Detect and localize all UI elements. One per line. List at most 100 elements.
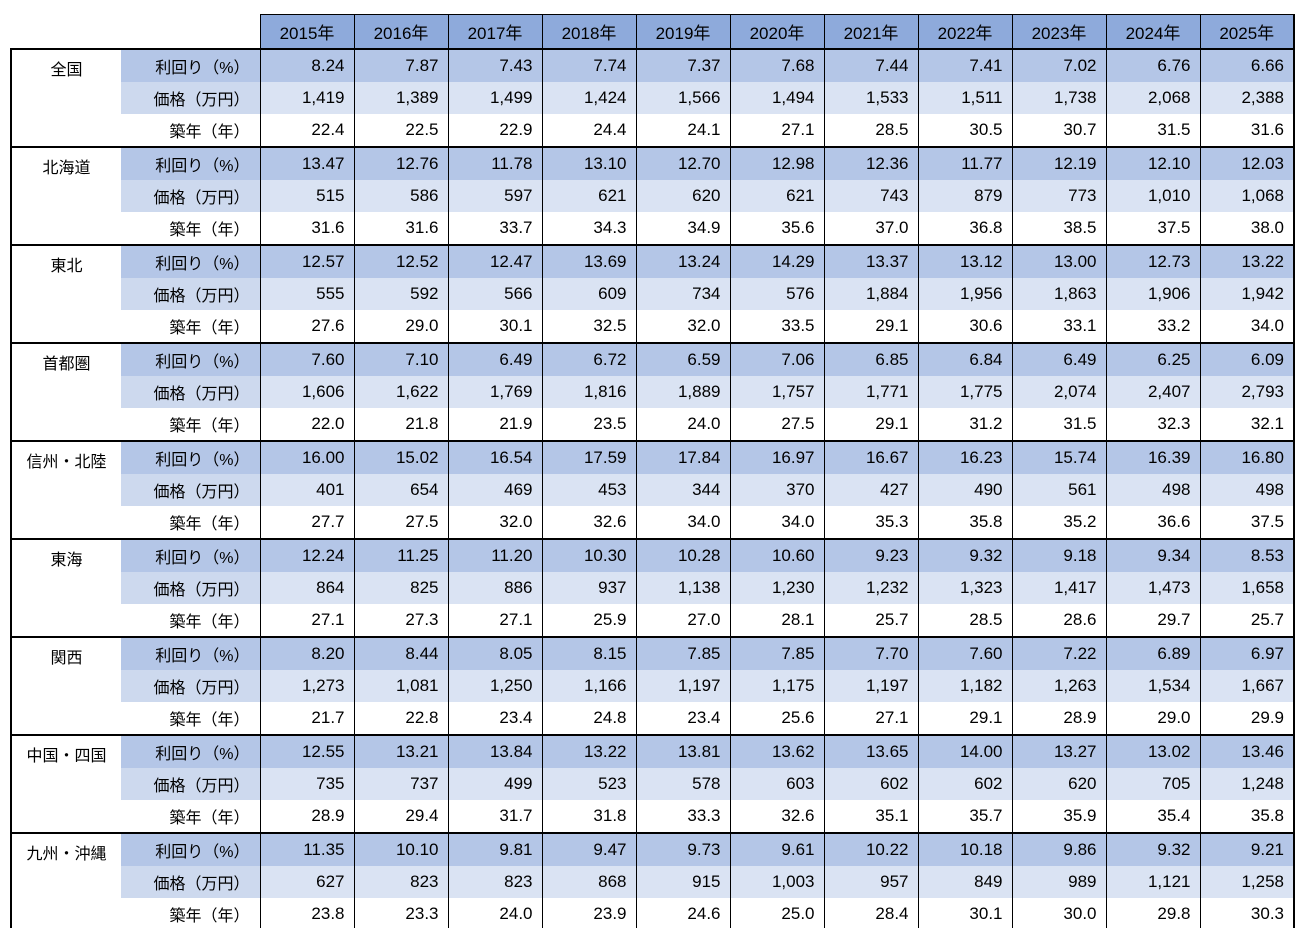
age-cell: 27.5 xyxy=(353,506,449,539)
age-cell: 30.1 xyxy=(917,898,1013,928)
yield-cell: 6.09 xyxy=(1199,343,1295,376)
yield-cell: 13.12 xyxy=(917,245,1013,278)
yield-cell: 13.22 xyxy=(1199,245,1295,278)
price-cell: 621 xyxy=(729,180,825,212)
yield-cell: 9.32 xyxy=(917,539,1013,572)
age-cell: 31.8 xyxy=(541,800,637,833)
age-cell: 28.6 xyxy=(1011,604,1107,637)
yield-row: 関西 利回り（%） 8.20 8.44 8.05 8.15 7.85 7.85 7.70 7.60… xyxy=(10,637,1295,735)
age-cell: 35.9 xyxy=(1011,800,1107,833)
price-row: 価格（万円） 1,419 1,389 1,499 1,424 1,566 1,494 1,53… xyxy=(11,82,1295,114)
age-cell: 29.7 xyxy=(1105,604,1201,637)
yield-cell: 13.84 xyxy=(447,735,543,768)
price-cell: 1,884 xyxy=(823,278,919,310)
yield-cell: 7.85 xyxy=(729,637,825,670)
price-cell: 1,323 xyxy=(917,572,1013,604)
metric-label-yield: 利回り（%） xyxy=(121,637,260,670)
age-cell: 21.9 xyxy=(447,408,543,441)
region-name: 北海道 xyxy=(10,147,121,245)
yield-cell: 13.00 xyxy=(1011,245,1107,278)
price-cell: 592 xyxy=(353,278,449,310)
yield-cell: 10.30 xyxy=(541,539,637,572)
yield-cell: 12.70 xyxy=(635,147,731,180)
age-row: 築年（年） 27.1 27.3 27.1 25.9 27.0 28.1 25.7 28.5 28.… xyxy=(11,604,1295,637)
age-cell: 32.3 xyxy=(1105,408,1201,441)
region-name: 首都圏 xyxy=(10,343,121,441)
age-cell: 35.2 xyxy=(1011,506,1107,539)
price-cell: 1,250 xyxy=(447,670,543,702)
yield-cell: 6.25 xyxy=(1105,343,1201,376)
age-cell: 24.0 xyxy=(635,408,731,441)
yield-cell: 6.59 xyxy=(635,343,731,376)
yield-cell: 8.44 xyxy=(353,637,449,670)
price-cell: 1,081 xyxy=(353,670,449,702)
metric-label-age: 築年（年） xyxy=(121,506,260,539)
price-cell: 1,003 xyxy=(729,866,825,898)
age-cell: 32.6 xyxy=(541,506,637,539)
yield-cell: 10.10 xyxy=(353,833,449,866)
region-block: 東海 利回り（%） 12.24 11.25 11.20 10.30 10.28 10.60 9.… xyxy=(10,539,1295,637)
yield-cell: 12.10 xyxy=(1105,147,1201,180)
price-cell: 427 xyxy=(823,474,919,506)
age-cell: 22.0 xyxy=(259,408,355,441)
price-cell: 602 xyxy=(917,768,1013,800)
yield-cell: 10.18 xyxy=(917,833,1013,866)
metric-label-age: 築年（年） xyxy=(121,898,260,928)
price-cell: 1,138 xyxy=(635,572,731,604)
yield-cell: 6.49 xyxy=(447,343,543,376)
yield-cell: 7.87 xyxy=(353,49,449,82)
yield-cell: 13.62 xyxy=(729,735,825,768)
age-cell: 21.8 xyxy=(353,408,449,441)
yield-cell: 7.06 xyxy=(729,343,825,376)
yield-cell: 7.02 xyxy=(1011,49,1107,82)
price-cell: 498 xyxy=(1105,474,1201,506)
age-cell: 23.4 xyxy=(635,702,731,735)
price-cell: 1,273 xyxy=(259,670,355,702)
yield-cell: 11.20 xyxy=(447,539,543,572)
yield-cell: 12.47 xyxy=(447,245,543,278)
region-block: 中国・四国 利回り（%） 12.55 13.21 13.84 13.22 13.81 13.6… xyxy=(10,735,1295,833)
age-cell: 32.5 xyxy=(541,310,637,343)
age-row: 築年（年） 27.7 27.5 32.0 32.6 34.0 34.0 35.3 35.8 35.… xyxy=(11,506,1295,539)
price-cell: 561 xyxy=(1011,474,1107,506)
price-cell: 2,074 xyxy=(1011,376,1107,408)
metric-label-price: 価格（万円） xyxy=(121,474,260,506)
price-cell: 576 xyxy=(729,278,825,310)
age-cell: 27.1 xyxy=(259,604,355,637)
metric-label-yield: 利回り（%） xyxy=(121,343,260,376)
price-cell: 886 xyxy=(447,572,543,604)
age-cell: 36.8 xyxy=(917,212,1013,245)
age-row: 築年（年） 27.6 29.0 30.1 32.5 32.0 33.5 29.1 30.6 33.… xyxy=(11,310,1295,343)
age-row: 築年（年） 22.0 21.8 21.9 23.5 24.0 27.5 29.1 31.2 31.… xyxy=(11,408,1295,441)
price-cell: 602 xyxy=(823,768,919,800)
price-cell: 868 xyxy=(541,866,637,898)
region-block: 首都圏 利回り（%） 7.60 7.10 6.49 6.72 6.59 7.06 6.85 6.8… xyxy=(10,343,1295,441)
year-header: 2018年 xyxy=(541,14,637,50)
yield-row: 東北 利回り（%） 12.57 12.52 12.47 13.69 13.24 14.29 13… xyxy=(10,245,1295,343)
metric-label-age: 築年（年） xyxy=(121,604,260,637)
age-cell: 33.5 xyxy=(729,310,825,343)
age-cell: 23.8 xyxy=(259,898,355,928)
age-cell: 25.0 xyxy=(729,898,825,928)
price-cell: 1,417 xyxy=(1011,572,1107,604)
age-cell: 27.6 xyxy=(259,310,355,343)
age-row: 築年（年） 21.7 22.8 23.4 24.8 23.4 25.6 27.1 29.1 28.… xyxy=(11,702,1295,735)
price-cell: 2,407 xyxy=(1105,376,1201,408)
yield-cell: 7.60 xyxy=(917,637,1013,670)
yield-cell: 7.22 xyxy=(1011,637,1107,670)
age-cell: 30.3 xyxy=(1199,898,1295,928)
year-header-row: 2015年 2016年 2017年 2018年 2019年 2020年 2021年 2022年… xyxy=(11,14,1295,50)
price-cell: 1,182 xyxy=(917,670,1013,702)
price-cell: 1,606 xyxy=(259,376,355,408)
age-cell: 33.2 xyxy=(1105,310,1201,343)
yield-cell: 13.46 xyxy=(1199,735,1295,768)
price-cell: 825 xyxy=(353,572,449,604)
price-cell: 1,738 xyxy=(1011,82,1107,114)
region-block: 関西 利回り（%） 8.20 8.44 8.05 8.15 7.85 7.85 7.70 7.60… xyxy=(10,637,1295,735)
age-cell: 34.0 xyxy=(729,506,825,539)
yield-cell: 14.00 xyxy=(917,735,1013,768)
year-header: 2025年 xyxy=(1199,14,1295,50)
price-cell: 2,068 xyxy=(1105,82,1201,114)
yield-cell: 12.98 xyxy=(729,147,825,180)
age-cell: 29.1 xyxy=(917,702,1013,735)
